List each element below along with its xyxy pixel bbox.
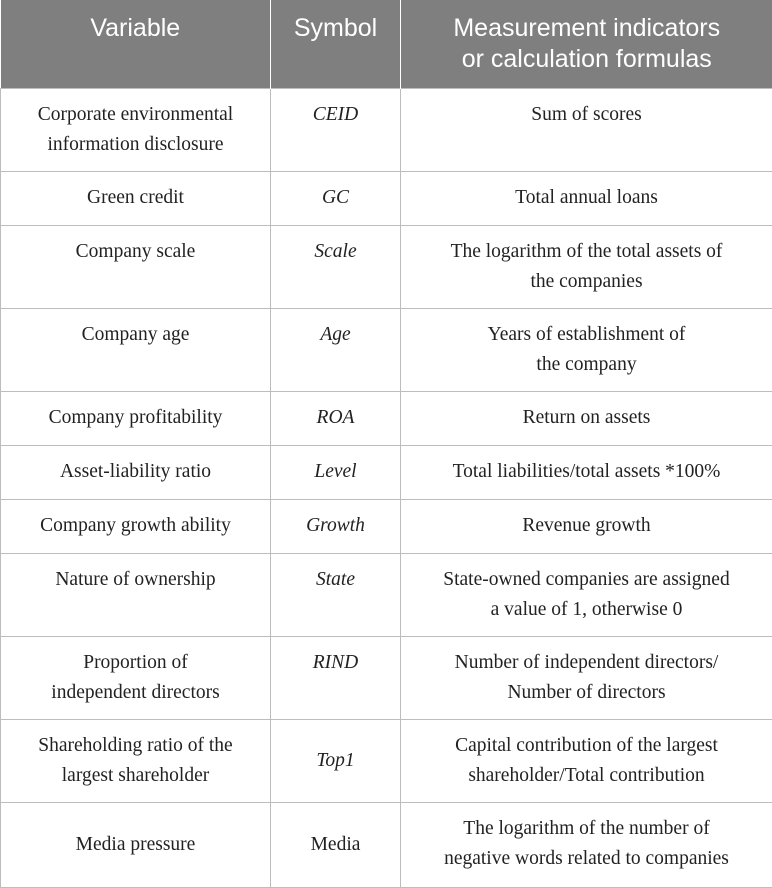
measure-text: Capital contribution of the largest <box>411 731 762 761</box>
measure-text: Number of directors <box>411 678 762 708</box>
variable-text: Company scale <box>11 237 260 267</box>
symbol-cell: State <box>271 553 401 636</box>
symbol-cell: Growth <box>271 499 401 553</box>
table-row: Company growth ability Growth Revenue gr… <box>1 499 772 553</box>
measure-text: negative words related to companies <box>411 844 762 874</box>
table-row: Shareholding ratio of the largest shareh… <box>1 719 772 802</box>
variable-text: Company age <box>11 320 260 350</box>
symbol-cell: CEID <box>271 88 401 171</box>
table-row: Company scale Scale The logarithm of the… <box>1 225 772 308</box>
measure-text: Return on assets <box>411 403 762 433</box>
header-measurement-line-1: Measurement indicators <box>409 13 765 44</box>
measure-cell: Number of independent directors/ Number … <box>401 636 772 719</box>
measure-text: Total liabilities/total assets *100% <box>411 457 762 487</box>
header-row: Variable Symbol Measurement indicators o… <box>1 0 772 88</box>
table-body: Corporate environmental information disc… <box>1 88 772 887</box>
measure-cell: Capital contribution of the largest shar… <box>401 719 772 802</box>
variable-cell: Nature of ownership <box>1 553 271 636</box>
variable-cell: Corporate environmental information disc… <box>1 88 271 171</box>
measure-cell: Total annual loans <box>401 171 772 225</box>
variable-text: Proportion of <box>11 648 260 678</box>
variable-text: Company growth ability <box>11 511 260 541</box>
header-symbol: Symbol <box>271 0 401 88</box>
variable-cell: Company scale <box>1 225 271 308</box>
table-row: Company age Age Years of establishment o… <box>1 308 772 391</box>
variable-cell: Media pressure <box>1 802 271 887</box>
variable-text: Shareholding ratio of the <box>11 731 260 761</box>
header-measurement-line-2: or calculation formulas <box>409 44 765 75</box>
measure-text: shareholder/Total contribution <box>411 761 762 791</box>
header-variable: Variable <box>1 0 271 88</box>
variable-text: independent directors <box>11 678 260 708</box>
table-row: Proportion of independent directors RIND… <box>1 636 772 719</box>
measure-cell: State-owned companies are assigned a val… <box>401 553 772 636</box>
symbol-cell: Top1 <box>271 719 401 802</box>
measure-text: The logarithm of the number of <box>411 814 762 844</box>
measure-cell: Revenue growth <box>401 499 772 553</box>
header-measurement: Measurement indicators or calculation fo… <box>401 0 772 88</box>
table-row: Nature of ownership State State-owned co… <box>1 553 772 636</box>
variable-text: Green credit <box>11 183 260 213</box>
measure-cell: Sum of scores <box>401 88 772 171</box>
variable-cell: Company profitability <box>1 391 271 445</box>
measure-text: a value of 1, otherwise 0 <box>411 595 762 625</box>
variable-text: Corporate environmental <box>11 100 260 130</box>
symbol-cell: Age <box>271 308 401 391</box>
measure-text: The logarithm of the total assets of <box>411 237 762 267</box>
measure-text: Total annual loans <box>411 183 762 213</box>
measure-cell: Years of establishment of the company <box>401 308 772 391</box>
variable-cell: Company growth ability <box>1 499 271 553</box>
variable-cell: Company age <box>1 308 271 391</box>
symbol-cell: Scale <box>271 225 401 308</box>
table-row: Green credit GC Total annual loans <box>1 171 772 225</box>
variable-text: Media pressure <box>11 830 260 860</box>
symbol-cell: GC <box>271 171 401 225</box>
variable-text: Asset-liability ratio <box>11 457 260 487</box>
symbol-cell: Level <box>271 445 401 499</box>
measure-text: Number of independent directors/ <box>411 648 762 678</box>
symbol-cell: ROA <box>271 391 401 445</box>
measure-text: State-owned companies are assigned <box>411 565 762 595</box>
measure-cell: Total liabilities/total assets *100% <box>401 445 772 499</box>
measure-text: the company <box>411 350 762 380</box>
variable-text: Nature of ownership <box>11 565 260 595</box>
measure-text: Revenue growth <box>411 511 762 541</box>
measure-text: Sum of scores <box>411 100 762 130</box>
table-row: Corporate environmental information disc… <box>1 88 772 171</box>
table-header: Variable Symbol Measurement indicators o… <box>1 0 772 88</box>
measure-text: the companies <box>411 267 762 297</box>
variable-cell: Asset-liability ratio <box>1 445 271 499</box>
variable-cell: Proportion of independent directors <box>1 636 271 719</box>
variable-text: information disclosure <box>11 130 260 160</box>
table-row: Media pressure Media The logarithm of th… <box>1 802 772 887</box>
table-row: Company profitability ROA Return on asse… <box>1 391 772 445</box>
symbol-cell: Media <box>271 802 401 887</box>
measure-cell: The logarithm of the number of negative … <box>401 802 772 887</box>
measure-cell: Return on assets <box>401 391 772 445</box>
variable-cell: Shareholding ratio of the largest shareh… <box>1 719 271 802</box>
variable-text: largest shareholder <box>11 761 260 791</box>
symbol-cell: RIND <box>271 636 401 719</box>
measure-cell: The logarithm of the total assets of the… <box>401 225 772 308</box>
variable-text: Company profitability <box>11 403 260 433</box>
table-row: Asset-liability ratio Level Total liabil… <box>1 445 772 499</box>
variable-cell: Green credit <box>1 171 271 225</box>
measure-text: Years of establishment of <box>411 320 762 350</box>
